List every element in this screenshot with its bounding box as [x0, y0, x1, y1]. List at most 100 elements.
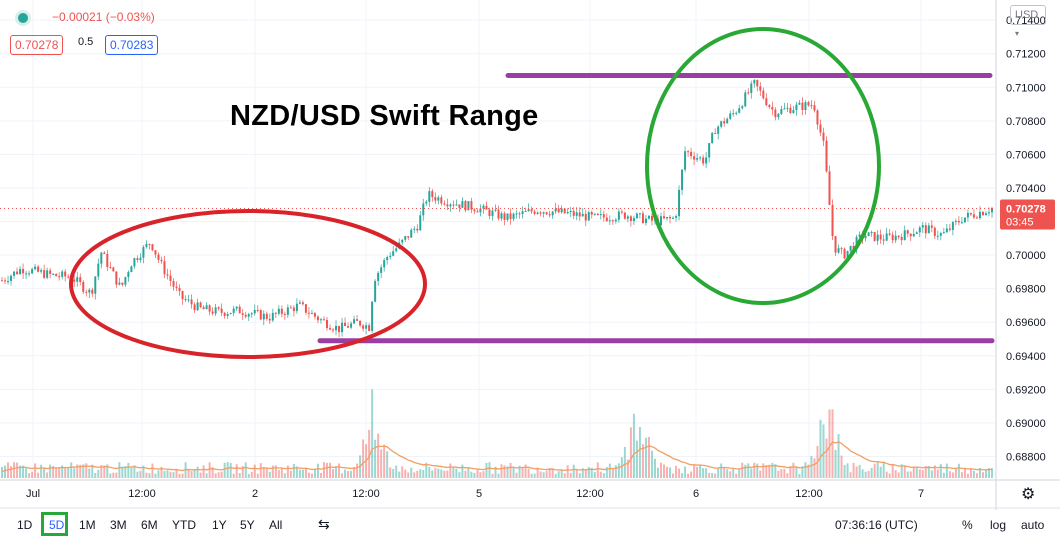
volume-bar: [711, 473, 714, 478]
volume-bar: [512, 466, 515, 478]
candle-body: [328, 328, 331, 330]
volume-bar: [82, 464, 85, 478]
gear-icon[interactable]: ⚙: [1021, 486, 1036, 503]
candle-body: [52, 273, 55, 275]
volume-bar: [103, 465, 106, 478]
compare-icon[interactable]: ⇆: [318, 516, 330, 532]
currency-select[interactable]: USD ▾: [1010, 5, 1046, 38]
volume-bar: [292, 463, 295, 478]
timeframe-1y[interactable]: 1Y: [212, 518, 227, 532]
volume-bar: [882, 462, 885, 478]
volume-bar: [88, 468, 91, 478]
candle-body: [259, 310, 262, 320]
volume-bar: [635, 440, 638, 478]
sell-price-button[interactable]: 0.70278: [10, 35, 64, 55]
candle-body: [533, 211, 536, 214]
timeframe-5d[interactable]: 5D: [49, 518, 65, 532]
timeframe-all[interactable]: All: [269, 518, 283, 532]
volume-bar: [807, 464, 810, 478]
candle-body: [247, 314, 250, 317]
candle-body: [954, 220, 957, 223]
volume-bar: [858, 464, 861, 478]
candle-body: [593, 213, 596, 215]
timeframe-5y[interactable]: 5Y: [240, 518, 255, 532]
candle-body: [485, 205, 488, 210]
candle-body: [178, 287, 181, 292]
volume-bar: [605, 467, 608, 478]
y-tick-label: 0.70000: [1006, 250, 1046, 262]
candle-body: [735, 112, 738, 114]
volume-bar: [503, 465, 506, 478]
volume-bar: [13, 462, 16, 478]
volume-bar: [259, 463, 262, 478]
candle-body: [413, 228, 416, 230]
timeframe-3m[interactable]: 3M: [110, 518, 127, 532]
volume-bar: [966, 473, 969, 478]
candle-body: [319, 319, 322, 321]
volume-bar: [178, 473, 181, 478]
volume-bar: [262, 467, 265, 478]
candle-body: [292, 307, 295, 312]
candle-body: [804, 102, 807, 110]
volume-bar: [199, 472, 202, 478]
volume-bar: [687, 473, 690, 478]
candle-body: [876, 234, 879, 241]
volume-bar: [100, 465, 103, 478]
candle-body: [61, 271, 64, 277]
candle-body: [88, 289, 91, 293]
volume-bar: [720, 463, 723, 478]
candle-body: [605, 217, 608, 222]
candle-body: [789, 107, 792, 114]
candle-body: [235, 306, 238, 309]
percent-toggle[interactable]: %: [962, 518, 973, 532]
candle-body: [214, 307, 217, 314]
volume-bar: [900, 464, 903, 478]
candle-body: [262, 313, 265, 320]
auto-toggle[interactable]: auto: [1021, 518, 1045, 532]
volume-bar: [771, 462, 774, 478]
candle-body: [629, 216, 632, 222]
candle-body: [936, 235, 939, 237]
candle-body: [94, 276, 97, 294]
volume-bar: [241, 466, 244, 478]
candle-body: [693, 156, 696, 160]
volume-bar: [672, 473, 675, 478]
timeframe-1d[interactable]: 1D: [17, 518, 33, 532]
y-tick-label: 0.70400: [1006, 183, 1046, 195]
volume-bar: [31, 471, 34, 478]
active-timeframe-highlight: [41, 512, 68, 536]
candle-body: [22, 268, 25, 274]
candle-body: [602, 214, 605, 218]
volume-bar: [783, 468, 786, 478]
volume-bar: [332, 468, 335, 478]
volume-bar: [115, 472, 118, 478]
buy-price-button[interactable]: 0.70283: [105, 35, 159, 55]
candle-body: [548, 214, 551, 216]
volume-bar: [289, 470, 292, 478]
volume-bar: [175, 468, 178, 478]
candle-body: [437, 197, 440, 201]
candle-body: [783, 108, 786, 110]
volume-bar: [981, 472, 984, 478]
volume-bar: [79, 464, 82, 478]
candle-body: [711, 132, 714, 144]
volume-bar: [846, 463, 849, 478]
candle-body: [79, 277, 82, 283]
volume-bar: [395, 465, 398, 478]
timeframe-1m[interactable]: 1M: [79, 518, 96, 532]
candle-body: [395, 248, 398, 252]
volume-bar: [702, 468, 705, 478]
candle-body: [392, 251, 395, 256]
volume-bar: [470, 471, 473, 478]
candle-body: [455, 204, 458, 206]
candle-body: [918, 227, 921, 233]
timeframe-6m[interactable]: 6M: [141, 518, 158, 532]
candle-body: [133, 258, 136, 267]
volume-bar: [641, 444, 644, 478]
timeframe-ytd[interactable]: YTD: [172, 518, 196, 532]
volume-bar: [316, 463, 319, 478]
candle-body: [987, 212, 990, 214]
log-toggle[interactable]: log: [990, 518, 1007, 532]
volume-bar: [335, 466, 338, 478]
